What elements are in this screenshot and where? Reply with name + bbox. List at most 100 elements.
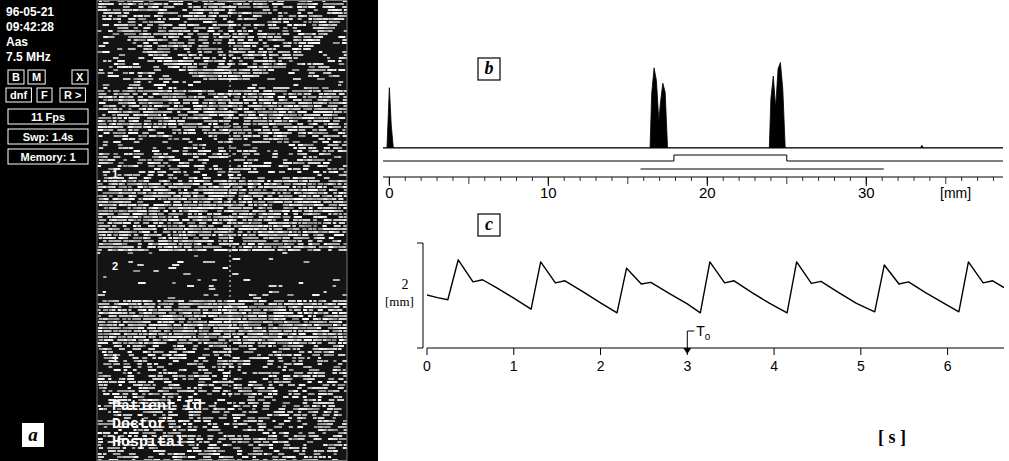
speckle: [158, 3, 162, 5]
speckle: [242, 72, 247, 74]
speckle: [274, 36, 281, 38]
speckle: [223, 180, 227, 182]
speckle: [252, 93, 257, 95]
speckle: [138, 96, 143, 98]
speckle: [253, 111, 256, 113]
speckle: [264, 162, 272, 164]
speckle: [298, 99, 301, 101]
speckle: [242, 180, 245, 182]
speckle: [223, 57, 226, 59]
speckle: [267, 78, 275, 80]
speckle: [153, 123, 156, 125]
speckle: [187, 195, 191, 197]
speckle: [204, 3, 208, 5]
speckle: [223, 153, 228, 155]
speckle: [204, 114, 209, 116]
speckle: [297, 12, 301, 14]
speckle: [137, 126, 142, 128]
speckle: [188, 3, 192, 5]
speckle: [163, 105, 170, 107]
speckle: [203, 153, 207, 155]
speckle: [188, 159, 193, 161]
speckle: [237, 18, 242, 20]
speckle: [183, 66, 186, 68]
speckle: [179, 105, 183, 107]
speckle: [239, 159, 246, 161]
speckle: [283, 33, 290, 35]
speckle: [183, 69, 186, 71]
speckle: [333, 120, 340, 122]
speckle: [138, 75, 142, 77]
speckle: [128, 33, 136, 35]
speckle: [233, 123, 239, 125]
speckle: [187, 51, 190, 53]
speckle: [208, 183, 212, 185]
speckle: [297, 177, 303, 179]
speckle: [108, 129, 113, 131]
speckle: [153, 192, 156, 194]
speckle: [193, 153, 197, 155]
speckle: [257, 117, 260, 119]
speckle: [238, 3, 242, 5]
speckle: [108, 96, 112, 98]
speckle: [163, 123, 167, 125]
speckle: [99, 69, 103, 71]
speckle: [133, 66, 141, 68]
speckle: [272, 123, 276, 125]
speckle: [247, 66, 253, 68]
speckle: [318, 192, 324, 194]
speckle: [292, 180, 298, 182]
speckle: [178, 132, 181, 134]
speckle: [294, 51, 298, 53]
speckle: [133, 84, 140, 86]
speckle: [102, 114, 105, 116]
speckle: [188, 57, 191, 59]
speckle: [287, 54, 291, 56]
speckle: [248, 198, 253, 200]
speckle: [152, 198, 155, 200]
speckle: [332, 96, 339, 98]
speckle: [164, 12, 169, 14]
speckle: [149, 198, 152, 200]
speckle: [214, 138, 217, 140]
speckle: [323, 54, 327, 56]
speckle: [248, 36, 254, 38]
speckle: [313, 123, 318, 125]
speckle: [137, 78, 143, 80]
speckle: [143, 108, 146, 110]
speckle: [244, 162, 248, 164]
speckle: [198, 93, 202, 95]
speckle: [263, 9, 271, 11]
speckle: [132, 195, 136, 197]
speckle: [167, 180, 170, 182]
speckle: [234, 51, 238, 53]
speckle: [182, 138, 189, 140]
speckle: [138, 135, 141, 137]
speckle: [148, 96, 153, 98]
speckle: [322, 132, 328, 134]
speckle: [267, 180, 270, 182]
speckle: [108, 60, 111, 62]
speckle: [172, 150, 179, 152]
speckle: [163, 120, 169, 122]
speckle: [243, 123, 251, 125]
speckle: [137, 90, 143, 92]
speckle: [268, 132, 273, 134]
speckle: [297, 159, 303, 161]
speckle: [178, 63, 184, 65]
speckle: [302, 135, 305, 137]
speckle: [193, 66, 197, 68]
speckle: [249, 195, 252, 197]
speckle: [153, 66, 159, 68]
speckle: [203, 159, 209, 161]
speckle: [182, 9, 187, 11]
speckle: [118, 144, 123, 146]
speckle: [262, 141, 270, 143]
speckle: [253, 63, 257, 65]
speckle: [203, 15, 206, 17]
speckle: [197, 48, 201, 50]
speckle: [289, 6, 293, 8]
speckle: [312, 147, 316, 149]
speckle: [287, 192, 291, 194]
speckle: [154, 84, 159, 86]
